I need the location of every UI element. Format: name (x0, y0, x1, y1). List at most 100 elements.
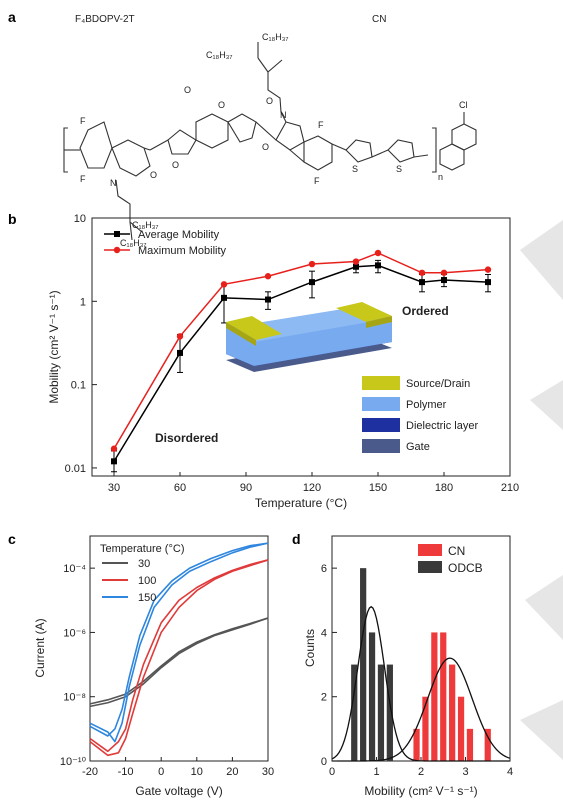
x-tick-label: 10 (191, 766, 203, 778)
device-legend-label: Source/Drain (406, 378, 470, 390)
maximum-point (484, 266, 492, 273)
histogram-bar-CN (440, 632, 447, 761)
device-source-electrode (226, 316, 282, 340)
x-tick-label: 60 (174, 482, 186, 494)
maximum-point (220, 281, 228, 288)
y-tick-label: 6 (321, 563, 327, 575)
atom-o-center-4: O (262, 142, 269, 152)
histogram-bar-ODCB (377, 664, 385, 761)
atom-chain-bottom-1: C₁₈H₃₇ (132, 220, 159, 230)
histogram-bar-CN (422, 696, 429, 761)
average-point (265, 296, 271, 303)
y-tick-label: 10⁻⁸ (63, 692, 86, 704)
x-tick-label: 150 (369, 482, 387, 494)
transfer-curve-100-reverse (89, 559, 269, 753)
legend-maximum-text: Maximum Mobility (138, 245, 227, 257)
y-tick-label: 0.1 (71, 380, 86, 392)
atom-o-left: O (150, 170, 157, 180)
average-point (441, 277, 447, 284)
atom-f-top-2: F (314, 176, 320, 186)
panel-d-x-axis-label: Mobility (cm² V⁻¹ s⁻¹) (364, 784, 477, 798)
maximum-point (176, 333, 184, 340)
legend-label-30: 30 (138, 558, 150, 570)
device-schematic (226, 302, 392, 372)
x-tick-label: 2 (418, 766, 424, 778)
watermark-shapes (520, 220, 563, 760)
legend-maximum-marker (113, 246, 121, 254)
device-legend-swatch (362, 397, 400, 411)
histogram-bar-CN (449, 664, 456, 761)
x-tick-label: 120 (303, 482, 321, 494)
atom-f-top: F (318, 120, 324, 130)
transfer-curve-150-reverse (89, 542, 269, 737)
device-legend-label: Gate (406, 441, 430, 453)
atom-o-top: O (266, 96, 273, 106)
histogram-bar-CN (484, 728, 491, 761)
legend-swatch-ODCB (418, 561, 442, 573)
atom-s-2: S (396, 164, 402, 174)
panel-d: d 0 1 2 3 4 0 2 4 6 Mobility (cm² V⁻¹ s⁻¹) Count… (292, 531, 513, 798)
maximum-point (110, 445, 118, 452)
polymer-name: F₄BDOPV-2T (75, 14, 135, 25)
legend-label-CN: CN (448, 544, 465, 558)
atom-chain-top-1: C₁₈H₃₇ (262, 32, 289, 42)
maximum-point (440, 269, 448, 276)
panel-b-plot-frame (91, 217, 511, 477)
panel-a-label: a (8, 9, 16, 25)
maximum-point (264, 273, 272, 280)
average-point (375, 262, 381, 269)
device-legend: Source/Drain Polymer Dielectric layer Gate (362, 376, 478, 453)
x-tick-label: 30 (262, 766, 274, 778)
gaussian-fit-CN (331, 657, 511, 762)
legend-average-marker (114, 231, 120, 237)
x-tick-label: 0 (158, 766, 164, 778)
device-legend-swatch (362, 376, 400, 390)
annotation-ordered: Ordered (402, 304, 449, 318)
x-tick-label: -10 (118, 766, 134, 778)
histogram-bar-CN (431, 632, 438, 761)
average-point (177, 349, 183, 356)
series-average-line (113, 264, 489, 462)
atom-o-center-2: O (172, 160, 179, 170)
device-legend-label: Polymer (406, 399, 447, 411)
atom-chain-bottom-2: C₁₈H₃₇ (120, 238, 147, 248)
annotation-disordered: Disordered (155, 431, 218, 445)
histogram-bar-CN (466, 728, 474, 761)
y-tick-label: 10⁻⁴ (63, 563, 86, 575)
y-tick-label: 1 (80, 296, 86, 308)
atom-n-repeat: n (438, 172, 443, 182)
maximum-point (418, 269, 426, 276)
panel-b-legend: Average Mobility Maximum Mobility (104, 229, 227, 257)
x-tick-label: 20 (226, 766, 238, 778)
panel-c-x-axis-label: Gate voltage (V) (135, 784, 222, 798)
series-maximum-line (113, 252, 489, 450)
x-tick-label: -20 (82, 766, 98, 778)
x-tick-label: 0 (329, 766, 335, 778)
atom-n-top: N (280, 110, 287, 120)
panel-c-plot-frame (89, 535, 269, 762)
average-point (353, 263, 359, 270)
y-tick-label: 0 (321, 756, 327, 768)
maximum-point (352, 258, 360, 265)
histogram-bar-ODCB (368, 632, 376, 761)
panel-d-label: d (292, 531, 301, 547)
structure-atom-labels: C₁₈H₃₇ C₁₈H₃₇ N O F F S S n O O O O O F … (80, 32, 468, 248)
maximum-point (308, 260, 316, 268)
device-legend-swatch (362, 439, 400, 453)
panel-b-label: b (8, 211, 17, 227)
y-tick-label: 0.01 (65, 463, 86, 475)
panel-b-y-axis-label: Mobility (cm² V⁻¹ s⁻¹) (47, 290, 61, 403)
transfer-curve-150-forward (89, 542, 269, 743)
y-tick-label: 4 (321, 627, 327, 639)
x-tick-label: 3 (462, 766, 468, 778)
transfer-curve-30-reverse (89, 617, 269, 708)
device-legend-label: Dielectric layer (406, 420, 478, 432)
atom-s-1: S (352, 164, 358, 174)
x-tick-label: 180 (435, 482, 453, 494)
x-tick-label: 210 (501, 482, 519, 494)
atom-o-center-3: O (184, 85, 191, 95)
atom-chain-top-2: C₁₈H₃₇ (206, 50, 233, 60)
x-tick-label: 4 (507, 766, 513, 778)
y-tick-label: 10⁻¹⁰ (60, 756, 87, 768)
